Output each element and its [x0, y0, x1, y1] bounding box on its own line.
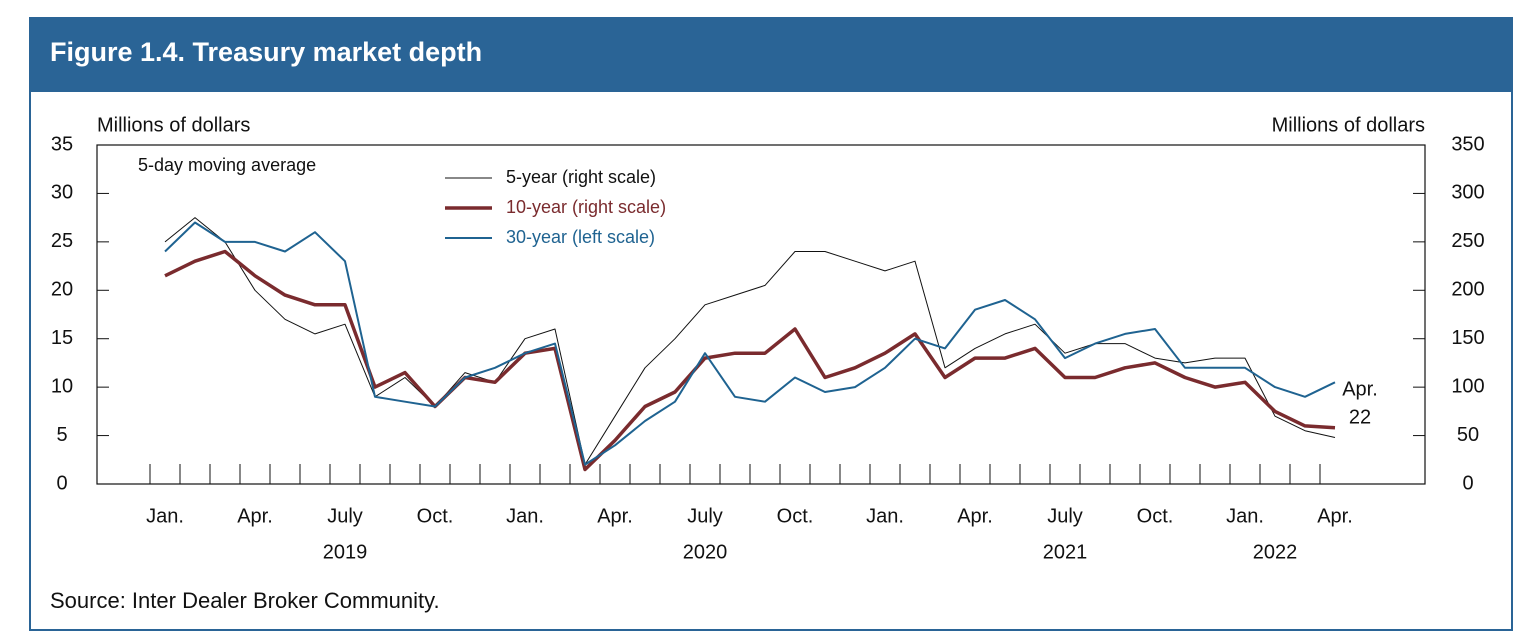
- x-tick-label: July: [687, 505, 723, 527]
- y-tick-label: 10: [51, 375, 73, 397]
- y2-tick-label: 300: [1451, 182, 1484, 204]
- series-line: [164, 249, 1336, 472]
- y2-tick-label: 200: [1451, 279, 1484, 301]
- y-axis-label: Millions of dollars: [97, 114, 250, 136]
- y2-tick-label: 50: [1457, 424, 1479, 446]
- x-tick-label: Jan.: [146, 505, 184, 527]
- header: [30, 18, 1512, 92]
- y-tick-label: 20: [51, 279, 73, 301]
- plot-frame: [96, 144, 1426, 485]
- legend-label: 5-year (right scale): [506, 167, 656, 187]
- y-tick-label: 0: [56, 472, 67, 494]
- source: Source: Inter Dealer Broker Community.: [50, 588, 440, 613]
- annotation: 22: [1349, 406, 1371, 428]
- y-tick-label: 15: [51, 327, 73, 349]
- year-label: 2022: [1253, 541, 1298, 563]
- y2-tick-label: 350: [1451, 133, 1484, 155]
- x-tick-label: Jan.: [506, 505, 544, 527]
- x-tick-label: Oct.: [417, 505, 454, 527]
- x-tick-label: July: [1047, 505, 1083, 527]
- legend-label: 30-year (left scale): [506, 227, 655, 247]
- y2-tick-label: 150: [1451, 327, 1484, 349]
- x-tick-label: Jan.: [1226, 505, 1264, 527]
- y-tick-label: 5: [56, 424, 67, 446]
- x-tick-label: Jan.: [866, 505, 904, 527]
- chart-title: Figure 1.4. Treasury market depth: [50, 37, 482, 67]
- y2-tick-label: 0: [1462, 472, 1473, 494]
- y2-axis-label: Millions of dollars: [1272, 114, 1425, 136]
- year-label: 2021: [1043, 541, 1088, 563]
- y-tick-label: 30: [51, 182, 73, 204]
- year-label: 2019: [323, 541, 368, 563]
- x-tick-label: Oct.: [777, 505, 814, 527]
- frame: [29, 17, 1513, 631]
- x-tick-label: July: [327, 505, 363, 527]
- x-tick-label: Apr.: [597, 505, 633, 527]
- legend-label: 10-year (right scale): [506, 197, 666, 217]
- x-tick-label: Apr.: [957, 505, 993, 527]
- y-tick-label: 35: [51, 133, 73, 155]
- y2-tick-label: 250: [1451, 230, 1484, 252]
- x-tick-label: Oct.: [1137, 505, 1174, 527]
- x-tick-label: Apr.: [237, 505, 273, 527]
- y-tick-label: 25: [51, 230, 73, 252]
- series-line: [164, 221, 1336, 466]
- annotation: Apr.: [1342, 378, 1378, 400]
- y2-tick-label: 100: [1451, 375, 1484, 397]
- series-line: [164, 217, 1336, 466]
- year-label: 2020: [683, 541, 728, 563]
- annotation: 5-day moving average: [138, 155, 316, 175]
- x-tick-label: Apr.: [1317, 505, 1353, 527]
